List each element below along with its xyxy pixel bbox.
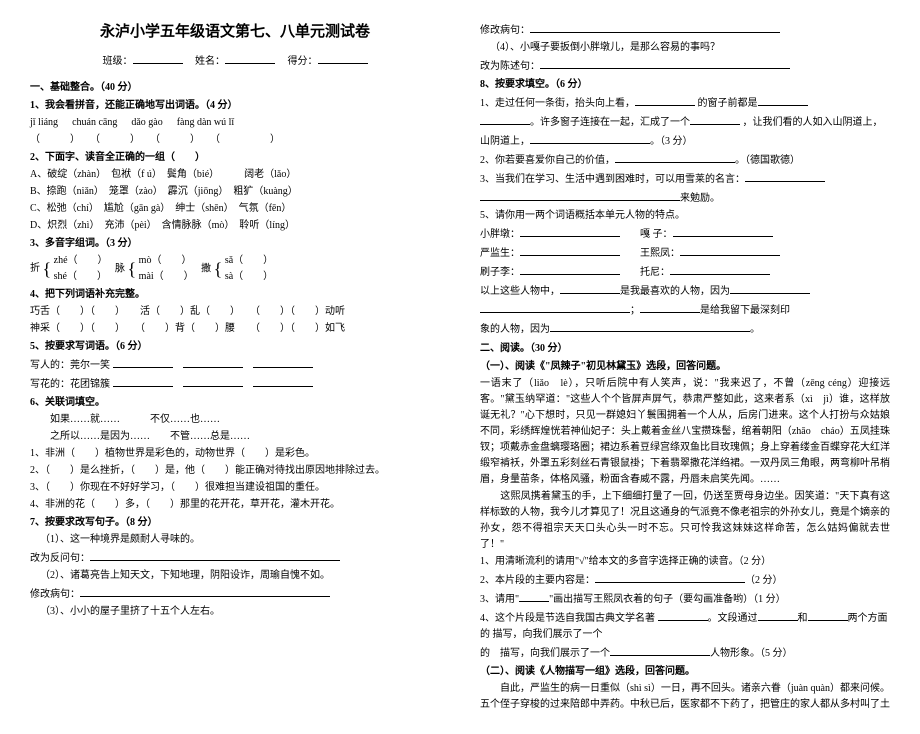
- q7-heading: 7、按要求改写句子。（8 分）: [30, 515, 440, 531]
- q4b: 神采（ ）（ ） （ ）背（ ）腰 （ ）（ ）如飞: [30, 321, 440, 337]
- q8-heading: 8、按要求填空。（6 分）: [480, 77, 890, 93]
- q3b1: mò（ ）: [139, 253, 194, 269]
- q7-1: （1）、这一种境界是颇耐人寻味的。: [30, 532, 440, 548]
- qb2: 2、本片段的主要内容是：（2 分）: [480, 571, 890, 589]
- p1: 小胖墩： 嘎 子：: [480, 225, 890, 243]
- q3a2: shé（ ）: [54, 269, 108, 285]
- worksheet-page: 永泸小学五年级语文第七、八单元测试卷 班级： 姓名： 得分： 一、基础整合。（4…: [0, 0, 920, 734]
- py1: jǐ liáng: [30, 115, 58, 131]
- p3: 严监生： 王熙凤：: [480, 244, 890, 262]
- q3b2: mài（ ）: [139, 269, 194, 285]
- fav3: ；是给我留下最深刻印: [480, 301, 890, 319]
- q8-5h: 5、请你用一两个词语概括本单元人物的特点。: [480, 208, 890, 224]
- fav4: 象的人物，因为。: [480, 320, 890, 338]
- q2a: A、破绽（zhàn） 包袱（f ú） 鬓角（bié） 阔老（lǎo）: [30, 167, 440, 183]
- q6l1: 1、非洲（ ）植物世界是彩色的，动物世界（ ）是彩色。: [30, 446, 440, 462]
- q2-heading: 2、下面字、读音全正确的一组（ ）: [30, 150, 440, 166]
- q1-heading: 1、我会看拼音，还能正确地写出词语。（4 分）: [30, 98, 440, 114]
- q8-1: 1、走过任何一条街，抬头向上看， 的窗子前都是: [480, 94, 890, 112]
- r3: 改为陈述句：: [480, 57, 890, 75]
- exam-title: 永泸小学五年级语文第七、八单元测试卷: [30, 20, 440, 44]
- qb1: 1、用清晰流利的请用"√"给本文的多音字选择正确的读音。（2 分）: [480, 554, 890, 570]
- section-a: 一、基础整合。（40 分）: [30, 80, 440, 96]
- q2d: D、炽烈（zhì） 充沛（pèi） 含情脉脉（mò） 聆听（líng）: [30, 218, 440, 234]
- r2: （4）、小嘎子要扳倒小胖墩儿，是那么容易的事吗？: [480, 40, 890, 56]
- body2: 这熙凤携着黛玉的手，上下细细打量了一回，仍送至贾母身边坐。因笑道："天下真有这样…: [480, 489, 890, 553]
- q7-2: （2）、诸葛亮告上知天文，下知地理，阴阳设诈，周瑜自愧不如。: [30, 568, 440, 584]
- qb3: 3、请用""画出描写王熙凤衣着的句子（要勾画准备哟）（1 分）: [480, 590, 890, 608]
- q3c2: sà（ ）: [225, 269, 273, 285]
- q6l3: 3、（ ）你现在不好好学习，（ ）很难担当建设祖国的重任。: [30, 480, 440, 496]
- q2c: C、松弛（chí） 尴尬（gān gà） 绅士（shēn） 气氛（fēn）: [30, 201, 440, 217]
- meta-line: 班级： 姓名： 得分：: [30, 52, 440, 70]
- section-b: 二、阅读。（30 分）: [480, 341, 890, 357]
- q8-3: 3、当我们在学习、生活中遇到困难时，可以用雪莱的名言：: [480, 170, 890, 188]
- q8-1c: 山阴道上，。（3 分）: [480, 132, 890, 150]
- q7-3: （3）、小小的屋子里挤了十五个人左右。: [30, 604, 440, 620]
- class-label: 班级：: [103, 56, 133, 67]
- q2b: B、捺跑（niǎn） 笼罩（zào） 霹沉（jiōng） 粗犷（kuàng）: [30, 184, 440, 200]
- q8-1b: 。许多窗子连接在一起，汇成了一个 ，让我们看的人如入山阴道上，: [480, 113, 890, 131]
- py4: fàng dàn wú lǐ: [177, 115, 235, 131]
- q5b: 写花的：花团锦簇: [30, 375, 440, 393]
- right-column: 修改病句： （4）、小嘎子要扳倒小胖墩儿，是那么容易的事吗？ 改为陈述句： 8、…: [480, 20, 890, 714]
- q5-heading: 5、按要求写词语。（6 分）: [30, 339, 440, 355]
- q3-heading: 3、多音字组词。（3 分）: [30, 236, 440, 252]
- q7-2r: 修改病句：: [30, 585, 440, 603]
- q6-heading: 6、关联词填空。: [30, 395, 440, 411]
- py3: dǎo gào: [131, 115, 162, 131]
- py2: chuán cāng: [72, 115, 117, 131]
- q8-2: 2、你若要喜爱你自己的价值，。（德国歌德）: [480, 151, 890, 169]
- q4-heading: 4、把下列词语补充完整。: [30, 287, 440, 303]
- sc-heading: （二）、阅读《人物描写一组》选段，回答问题。: [480, 664, 890, 680]
- q6b: 之所以……是因为…… 不管……总是……: [30, 429, 440, 445]
- q4a: 巧舌（ ）（ ） 活（ ）乱（ ） （ ）（ ）动听: [30, 304, 440, 320]
- q1-blanks: （ ） （ ） （ ） （ ）: [30, 132, 440, 148]
- qb4e: 的 描写，向我们展示了一个人物形象。（5 分）: [480, 644, 890, 662]
- q5a: 写人的：莞尔一笑: [30, 356, 440, 374]
- q1-pinyin: jǐ liáng chuán cāng dǎo gào fàng dàn wú …: [30, 115, 440, 131]
- r1: 修改病句：: [480, 21, 890, 39]
- body1: 一语末了（liǎo lè），只听后院中有人笑声，说："我来迟了，不曾（zēng …: [480, 376, 890, 488]
- q6a: 如果……就…… 不仅……也……: [30, 412, 440, 428]
- p5: 刷子李： 托尼：: [480, 263, 890, 281]
- qb4: 4、这个片段是节选自我国古典文学名著 。文段通过和两个方面的 描写，向我们展示了…: [480, 609, 890, 643]
- sb-heading: （一）、阅读《"凤辣子"初见林黛玉》选段，回答问题。: [480, 359, 890, 375]
- q3c1: sǎ（ ）: [225, 253, 273, 269]
- q7-1r: 改为反问句：: [30, 549, 440, 567]
- fav1: 以上这些人物中，是我最喜欢的人物，因为: [480, 282, 890, 300]
- score-label: 得分：: [288, 56, 318, 67]
- q6l4: 4、非洲的花（ ）多，（ ）那里的花开花，草开花，灌木开花。: [30, 497, 440, 513]
- q6l2: 2、（ ）是么挫折，（ ）是，他（ ）能正确对待找出原因地排除过去。: [30, 463, 440, 479]
- q3-braces: 折 { zhé（ ） shé（ ） 脉 { mò（ ） mài（ ） 撒 { s…: [30, 253, 440, 285]
- name-label: 姓名：: [195, 56, 225, 67]
- left-column: 永泸小学五年级语文第七、八单元测试卷 班级： 姓名： 得分： 一、基础整合。（4…: [30, 20, 440, 714]
- body3: 自此，严监生的病一日重似（shì sì）一日，再不回头。诸亲六眷（juàn qu…: [480, 681, 890, 713]
- q3a1: zhé（ ）: [54, 253, 108, 269]
- q8-3b: 来勉励。: [480, 189, 890, 207]
